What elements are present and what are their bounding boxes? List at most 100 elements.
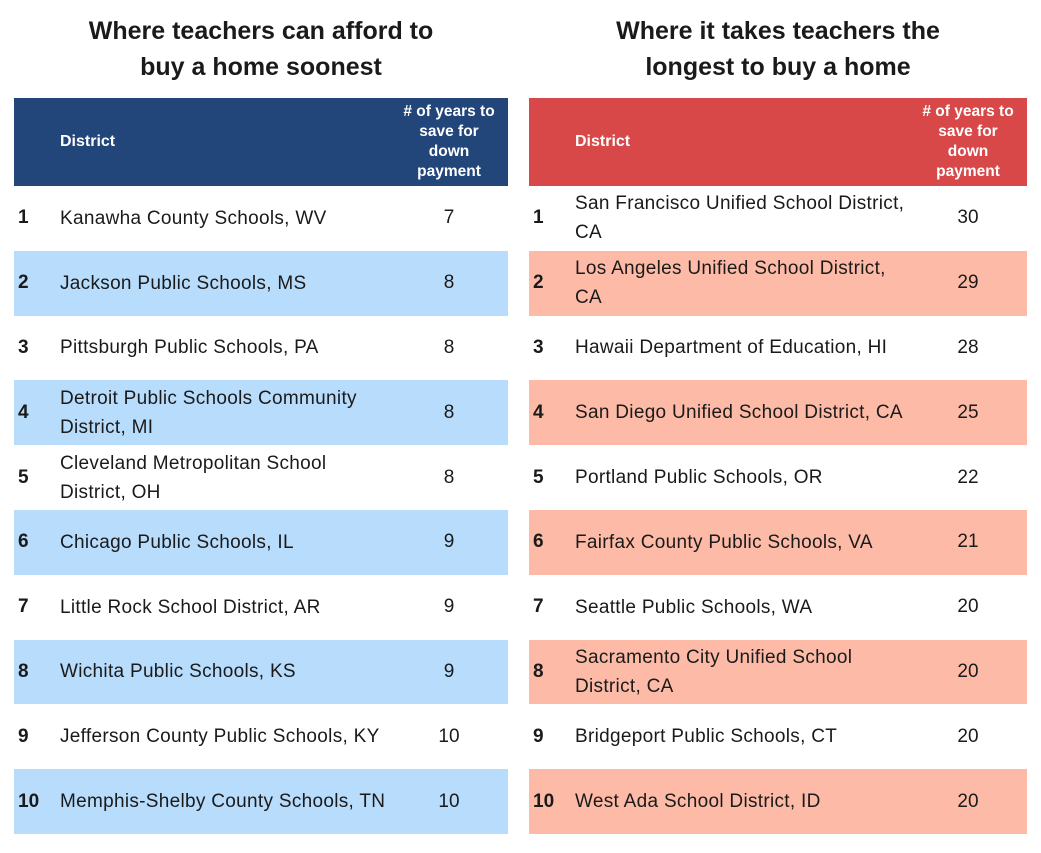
years-cell: 8: [443, 272, 455, 294]
table-row: 4 San Diego Unified School District, CA 25: [529, 380, 1027, 446]
table-row: 7 Little Rock School District, AR 9: [14, 575, 508, 640]
years-cell: 25: [957, 401, 979, 423]
years-cell: 20: [957, 660, 979, 682]
district-cell: San Francisco Unified School District, C…: [575, 193, 905, 244]
years-cell: 8: [443, 401, 455, 423]
district-cell: Pittsburgh Public Schools, PA: [60, 337, 319, 359]
rank-cell: 2: [18, 272, 29, 294]
table-body: 1 San Francisco Unified School District, …: [529, 186, 1027, 834]
years-column-header: # of years to save for down payment: [390, 102, 508, 182]
table-row: 1 Kanawha County Schools, WV 7: [14, 186, 508, 251]
rank-cell: 7: [533, 596, 544, 618]
district-cell: Portland Public Schools, OR: [575, 467, 823, 489]
years-header-line: # of years to: [922, 103, 1014, 120]
rank-cell: 10: [533, 790, 555, 812]
years-cell: 10: [438, 790, 460, 812]
rank-cell: 8: [533, 660, 544, 682]
table-row: 4 Detroit Public Schools Community Distri…: [14, 380, 508, 446]
years-cell: 20: [957, 725, 979, 747]
years-cell: 20: [957, 596, 979, 618]
years-cell: 9: [443, 596, 455, 618]
years-cell: 7: [443, 207, 455, 229]
district-cell: Cleveland Metropolitan School District, …: [60, 452, 327, 503]
table-row: 7 Seattle Public Schools, WA 20: [529, 575, 1027, 640]
rank-cell: 5: [533, 466, 544, 488]
soonest-table-title: Where teachers can afford to buy a home …: [14, 0, 508, 98]
district-cell: Hawaii Department of Education, HI: [575, 337, 888, 359]
table-row: 5 Cleveland Metropolitan School District,…: [14, 445, 508, 510]
rank-cell: 6: [533, 531, 544, 553]
table-row: 6 Chicago Public Schools, IL 9: [14, 509, 508, 575]
years-header-line: down: [947, 143, 989, 160]
longest-table-title: Where it takes teachers the longest to b…: [529, 0, 1027, 98]
years-cell: 28: [957, 336, 979, 358]
rank-cell: 5: [18, 466, 29, 488]
years-cell: 22: [957, 466, 979, 488]
table-row: 8 Wichita Public Schools, KS 9: [14, 639, 508, 705]
rank-cell: 8: [18, 660, 29, 682]
years-cell: 9: [443, 531, 455, 553]
title-line: Where it takes teachers the: [616, 17, 940, 45]
soonest-table-panel: Where teachers can afford to buy a home …: [14, 0, 508, 834]
table-row: 3 Hawaii Department of Education, HI 28: [529, 316, 1027, 381]
table-row: 2 Jackson Public Schools, MS 8: [14, 250, 508, 316]
table-row: 9 Jefferson County Public Schools, KY 10: [14, 704, 508, 769]
years-cell: 21: [957, 531, 979, 553]
years-cell: 10: [438, 725, 460, 747]
years-cell: 8: [443, 336, 455, 358]
district-cell: Little Rock School District, AR: [60, 596, 321, 618]
table-row: 5 Portland Public Schools, OR 22: [529, 445, 1027, 510]
years-header-line: save for: [419, 123, 479, 140]
district-cell: West Ada School District, ID: [575, 791, 821, 813]
district-cell: Jackson Public Schools, MS: [60, 272, 307, 294]
rank-cell: 3: [18, 336, 29, 358]
district-cell: San Diego Unified School District, CA: [575, 402, 903, 424]
years-cell: 20: [957, 790, 979, 812]
rank-cell: 2: [533, 272, 544, 294]
district-cell: Wichita Public Schools, KS: [60, 661, 296, 683]
years-header-line: down: [428, 143, 470, 160]
years-cell: 8: [443, 466, 455, 488]
rank-cell: 7: [18, 596, 29, 618]
district-cell: Jefferson County Public Schools, KY: [60, 726, 380, 748]
table-body: 1 Kanawha County Schools, WV 7 2 Jackson Pub…: [14, 186, 508, 834]
years-cell: 29: [957, 272, 979, 294]
table-row: 9 Bridgeport Public Schools, CT 20: [529, 704, 1027, 769]
table-row: 10 Memphis-Shelby County Schools, TN 10: [14, 769, 508, 834]
district-column-header: District: [575, 133, 631, 150]
district-cell: Sacramento City Unified School District,…: [575, 646, 853, 697]
table-row: 3 Pittsburgh Public Schools, PA 8: [14, 316, 508, 381]
years-header-line: payment: [417, 163, 481, 180]
title-line: Where teachers can afford to: [88, 17, 434, 45]
longest-table-panel: Where it takes teachers the longest to b…: [529, 0, 1027, 834]
years-header-line: save for: [938, 123, 998, 140]
table-header: District # of years to save for down pay…: [529, 98, 1027, 186]
district-cell: Bridgeport Public Schools, CT: [575, 726, 838, 748]
rank-cell: 4: [18, 401, 29, 423]
district-cell: Seattle Public Schools, WA: [575, 596, 813, 618]
title-line: buy a home soonest: [140, 53, 382, 81]
years-cell: 30: [957, 207, 979, 229]
district-cell: Detroit Public Schools Community Distric…: [60, 387, 357, 438]
table-row: 1 San Francisco Unified School District, …: [529, 186, 1027, 251]
table-row: 10 West Ada School District, ID 20: [529, 769, 1027, 834]
rank-cell: 10: [18, 790, 40, 812]
table-row: 6 Fairfax County Public Schools, VA 21: [529, 509, 1027, 575]
district-cell: Memphis-Shelby County Schools, TN: [60, 791, 386, 813]
years-header-line: payment: [936, 163, 1000, 180]
table-row: 8 Sacramento City Unified School District…: [529, 639, 1027, 705]
rank-cell: 9: [18, 725, 29, 747]
district-cell: Kanawha County Schools, WV: [60, 207, 327, 229]
rank-cell: 9: [533, 725, 544, 747]
rank-cell: 4: [533, 401, 544, 423]
rank-cell: 1: [533, 207, 544, 229]
district-cell: Fairfax County Public Schools, VA: [575, 531, 873, 553]
district-column-header: District: [60, 133, 116, 150]
table-row: 2 Los Angeles Unified School District, CA…: [529, 250, 1027, 316]
rank-cell: 1: [18, 207, 29, 229]
years-header-line: # of years to: [403, 103, 495, 120]
title-line: longest to buy a home: [645, 53, 911, 81]
years-column-header: # of years to save for down payment: [909, 102, 1027, 182]
rank-cell: 3: [533, 336, 544, 358]
rank-cell: 6: [18, 531, 29, 553]
